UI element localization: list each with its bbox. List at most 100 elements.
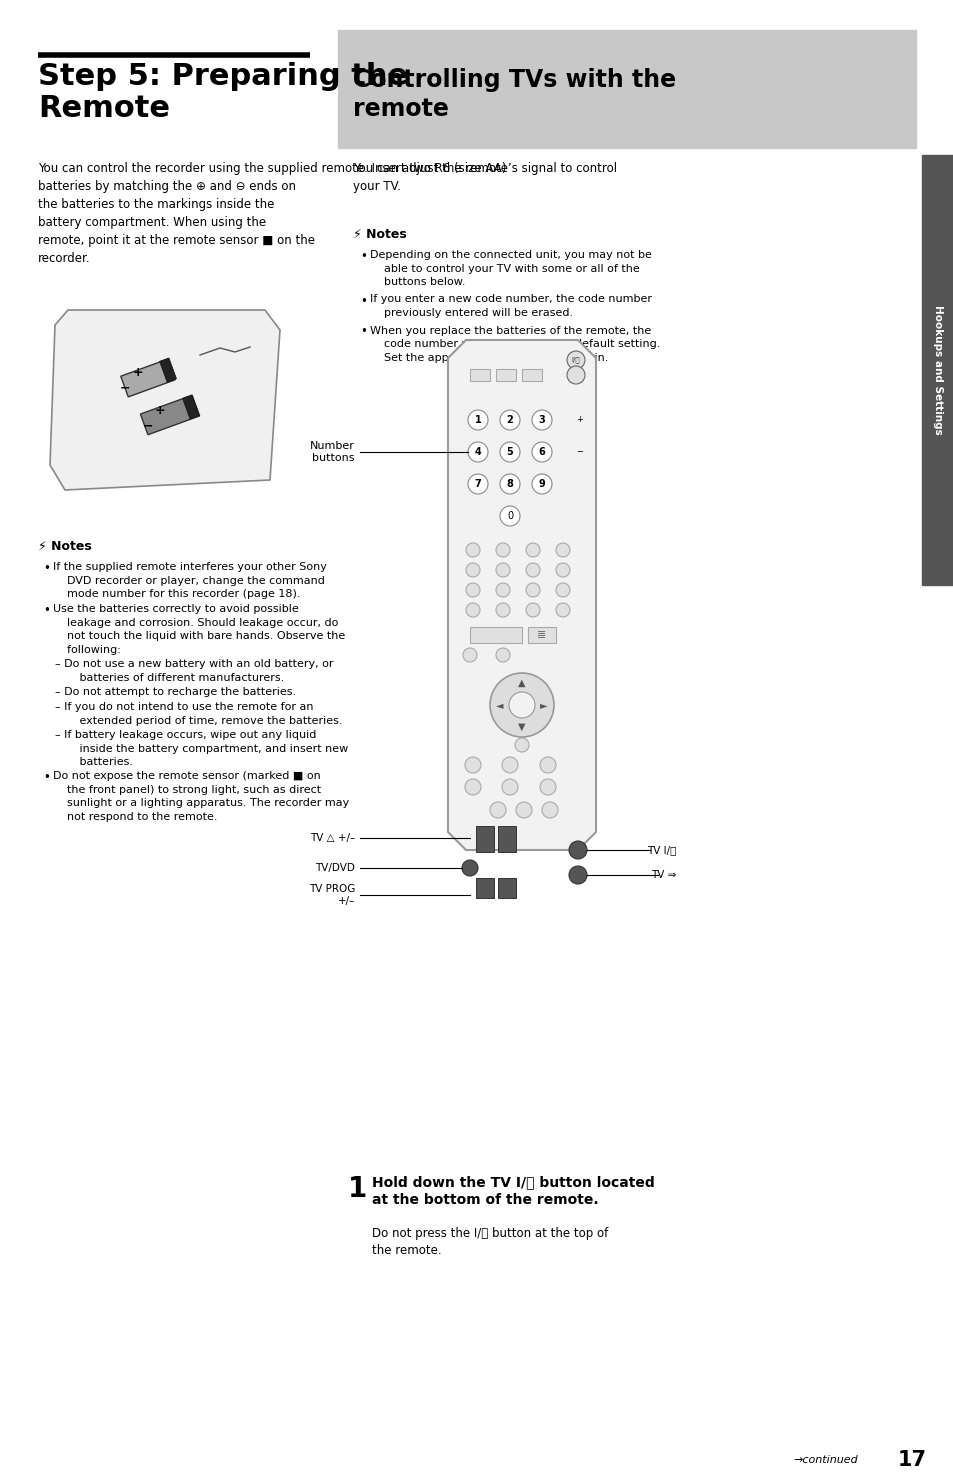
Polygon shape: [159, 357, 176, 383]
Circle shape: [568, 841, 586, 859]
Text: Use the batteries correctly to avoid possible
    leakage and corrosion. Should : Use the batteries correctly to avoid pos…: [53, 604, 345, 655]
Bar: [337, 30, 915, 148]
Text: Step 5: Preparing the
Remote: Step 5: Preparing the Remote: [38, 62, 408, 123]
Circle shape: [501, 756, 517, 773]
Circle shape: [539, 756, 556, 773]
Circle shape: [499, 442, 519, 463]
Circle shape: [525, 564, 539, 577]
Text: Number
buttons: Number buttons: [310, 440, 355, 463]
Circle shape: [532, 409, 552, 430]
Circle shape: [461, 860, 477, 876]
Text: Controlling TVs with the
remote: Controlling TVs with the remote: [353, 68, 676, 120]
Circle shape: [525, 583, 539, 598]
Circle shape: [499, 506, 519, 526]
Circle shape: [515, 739, 529, 752]
Text: −: −: [143, 420, 153, 433]
Circle shape: [490, 802, 505, 819]
Circle shape: [496, 564, 510, 577]
Text: TV I/⏻: TV I/⏻: [646, 845, 676, 856]
Circle shape: [496, 604, 510, 617]
Text: TV PROG
+/–: TV PROG +/–: [309, 884, 355, 906]
Text: ▲: ▲: [517, 678, 525, 688]
Circle shape: [468, 442, 488, 463]
Text: Hookups and Settings: Hookups and Settings: [932, 305, 942, 435]
Circle shape: [566, 351, 584, 369]
Text: −: −: [120, 381, 131, 394]
Text: +: +: [132, 365, 143, 378]
Bar: [921, 156, 953, 584]
Circle shape: [465, 543, 479, 558]
Text: −: −: [576, 448, 583, 457]
Circle shape: [556, 583, 569, 598]
Circle shape: [509, 693, 535, 718]
Text: TV △ +/–: TV △ +/–: [310, 833, 355, 842]
Text: →continued: →continued: [792, 1455, 857, 1465]
Text: •: •: [43, 562, 50, 575]
Circle shape: [525, 543, 539, 558]
Text: •: •: [359, 295, 367, 307]
Text: I/⏻: I/⏻: [571, 357, 579, 363]
Circle shape: [465, 564, 479, 577]
Text: ≣: ≣: [537, 630, 546, 641]
Text: Do not expose the remote sensor (marked ■ on
    the front panel) to strong ligh: Do not expose the remote sensor (marked …: [53, 771, 349, 822]
Circle shape: [556, 564, 569, 577]
Text: 3: 3: [538, 415, 545, 426]
Circle shape: [496, 543, 510, 558]
Text: Depending on the connected unit, you may not be
    able to control your TV with: Depending on the connected unit, you may…: [370, 251, 651, 288]
Text: ◄: ◄: [496, 700, 503, 710]
Bar: [497, 826, 516, 853]
Text: +: +: [154, 403, 165, 417]
Circle shape: [496, 583, 510, 598]
Text: – Do not attempt to recharge the batteries.: – Do not attempt to recharge the batteri…: [55, 687, 295, 697]
Circle shape: [464, 779, 480, 795]
Circle shape: [468, 409, 488, 430]
Text: 5: 5: [506, 446, 513, 457]
Circle shape: [464, 756, 480, 773]
Text: If you enter a new code number, the code number
    previously entered will be e: If you enter a new code number, the code…: [370, 295, 651, 317]
Text: You can adjust the remote’s signal to control
your TV.: You can adjust the remote’s signal to co…: [353, 162, 617, 193]
Bar: [496, 369, 516, 381]
Text: 9: 9: [538, 479, 545, 489]
Bar: [476, 826, 494, 853]
Text: •: •: [43, 604, 50, 617]
Circle shape: [568, 866, 586, 884]
Circle shape: [532, 475, 552, 494]
Text: – If you do not intend to use the remote for an
       extended period of time, : – If you do not intend to use the remote…: [55, 701, 342, 725]
Text: 6: 6: [538, 446, 545, 457]
Circle shape: [539, 779, 556, 795]
Circle shape: [465, 604, 479, 617]
Text: When you replace the batteries of the remote, the
    code number may be reset t: When you replace the batteries of the re…: [370, 325, 659, 363]
Text: 0: 0: [506, 512, 513, 521]
Bar: [527, 627, 556, 644]
Text: 2: 2: [506, 415, 513, 426]
Text: – If battery leakage occurs, wipe out any liquid
       inside the battery compa: – If battery leakage occurs, wipe out an…: [55, 730, 348, 767]
Polygon shape: [140, 396, 199, 435]
Bar: [470, 369, 490, 381]
Text: 4: 4: [475, 446, 481, 457]
Circle shape: [556, 543, 569, 558]
Circle shape: [541, 802, 558, 819]
Circle shape: [516, 802, 532, 819]
Text: 1: 1: [475, 415, 481, 426]
Circle shape: [490, 673, 554, 737]
Text: ⚡ Notes: ⚡ Notes: [38, 540, 91, 553]
Text: •: •: [359, 325, 367, 338]
Text: Do not press the I/⏻ button at the top of
the remote.: Do not press the I/⏻ button at the top o…: [372, 1226, 608, 1258]
Text: If the supplied remote interferes your other Sony
    DVD recorder or player, ch: If the supplied remote interferes your o…: [53, 562, 327, 599]
Text: +: +: [576, 415, 583, 424]
Text: TV/DVD: TV/DVD: [314, 863, 355, 873]
Text: ▼: ▼: [517, 722, 525, 733]
Polygon shape: [121, 359, 175, 397]
Text: Hold down the TV I/⏻ button located
at the bottom of the remote.: Hold down the TV I/⏻ button located at t…: [372, 1175, 654, 1207]
Circle shape: [525, 604, 539, 617]
Text: 1: 1: [348, 1175, 367, 1203]
Circle shape: [499, 409, 519, 430]
Text: TV ⇒: TV ⇒: [650, 871, 676, 879]
Text: •: •: [359, 251, 367, 262]
Bar: [521, 369, 541, 381]
Bar: [476, 878, 494, 899]
Text: ►: ►: [539, 700, 547, 710]
Polygon shape: [50, 310, 280, 489]
Circle shape: [462, 648, 476, 661]
Circle shape: [501, 779, 517, 795]
